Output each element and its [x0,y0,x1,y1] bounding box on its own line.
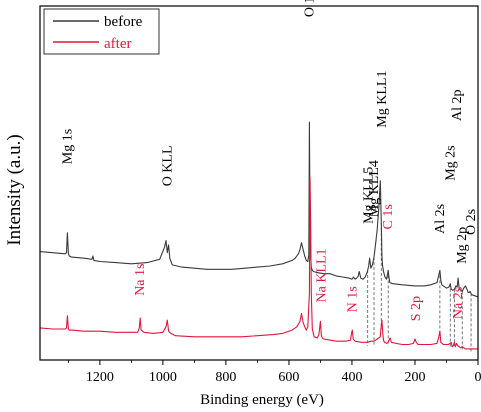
peak-label-na-2s: Na 2s [451,287,466,319]
peak-label-al-2p: Al 2p [450,90,465,122]
peak-label-s-2p: S 2p [409,296,424,321]
peak-label-c-1s: C 1s [381,204,396,229]
x-tick-label: 200 [404,370,425,385]
x-tick-label: 0 [475,370,481,385]
legend-label-after: after [104,36,131,52]
peak-label-mg-kll5: Mg KLL5 [362,167,377,224]
peak-label-o-2s: O 2s [464,209,479,235]
x-axis-ticks: 1200 1000 800 600 400 200 0 [67,360,481,385]
x-tick-label: 1000 [149,370,177,385]
x-tick-label: 1200 [86,370,114,385]
x-tick-label: 800 [215,370,236,385]
peak-label-mg-2s: Mg 2s [443,145,458,180]
peak-label-mg-kll4: Mg KLL4 [367,160,382,217]
peak-label-na-1s: Na 1s [133,264,148,296]
legend-label-before: before [104,14,143,30]
series-line-after [39,176,478,350]
peak-label-al-2s: Al 2s [433,204,448,234]
legend-box [43,8,160,55]
peak-label-mg-1s: Mg 1s [60,129,75,164]
peak-label-o-1s: O 1s [302,0,317,17]
peak-label-o-kll: O KLL [160,145,175,186]
peak-label-na-kll1: Na KLL1 [314,248,329,302]
peak-label-mg-2p: Mg 2p [455,227,470,264]
peak-label-mg-kll1: Mg KLL1 [375,71,390,128]
peak-label-n-1s: N 1s [345,286,360,312]
x-tick-label: 400 [341,370,362,385]
series-line-before [39,121,479,298]
plot-frame [39,5,479,361]
y-axis-label: Intensity (a.u.) [4,134,25,245]
x-tick-label: 600 [278,370,299,385]
legend: before after [43,8,160,55]
x-axis-label: Binding energy (eV) [200,392,324,408]
